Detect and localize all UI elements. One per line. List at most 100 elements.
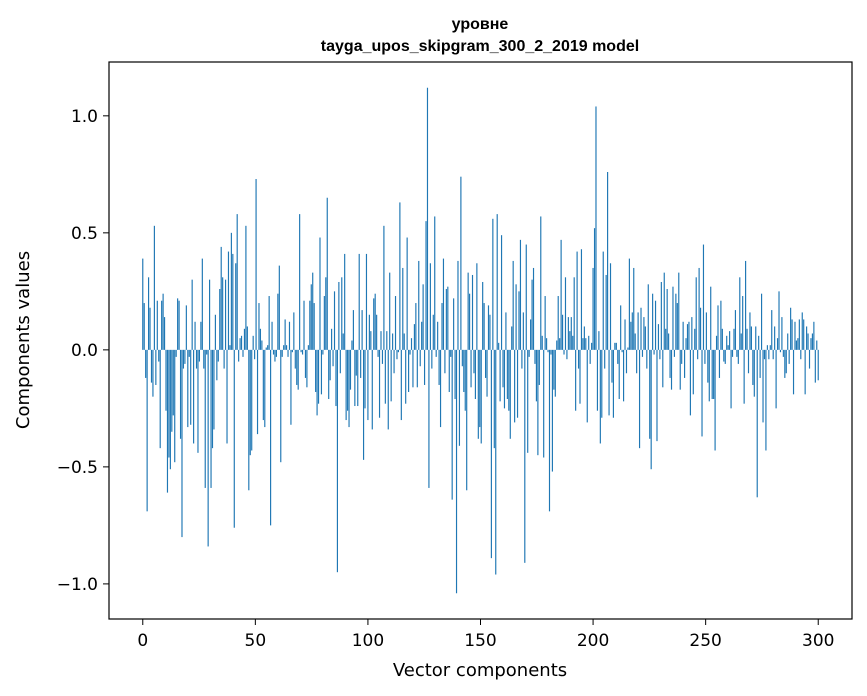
- bar: [640, 307, 642, 350]
- x-tick-label: 250: [689, 631, 721, 651]
- bar: [387, 349, 389, 430]
- bar: [749, 312, 751, 350]
- chart-title-line-1: уровне: [452, 16, 509, 33]
- bar: [596, 349, 599, 411]
- bar: [328, 349, 330, 400]
- bar: [405, 349, 407, 404]
- bar: [518, 291, 520, 350]
- bar: [319, 237, 321, 350]
- bar: [274, 349, 276, 362]
- bar: [278, 265, 280, 350]
- bar: [601, 349, 603, 418]
- bar: [403, 333, 405, 350]
- bar: [206, 349, 208, 355]
- bar: [620, 305, 622, 350]
- bar: [453, 298, 455, 350]
- bar: [227, 251, 230, 350]
- bar: [281, 349, 283, 357]
- bar: [376, 314, 378, 350]
- bar: [380, 331, 382, 350]
- bar: [769, 345, 771, 350]
- bar: [730, 349, 732, 409]
- bar: [763, 349, 766, 360]
- bar: [396, 349, 398, 360]
- bar: [580, 249, 583, 350]
- bar: [153, 225, 155, 350]
- bar: [508, 349, 510, 411]
- bar: [729, 331, 731, 350]
- bar: [734, 310, 737, 350]
- bar: [271, 321, 273, 350]
- bar: [451, 349, 453, 500]
- x-tick-label: 0: [137, 631, 148, 651]
- bar: [755, 326, 757, 350]
- bar: [470, 349, 472, 388]
- bar: [259, 328, 262, 350]
- bar: [778, 291, 780, 350]
- bar: [216, 349, 218, 381]
- bar: [143, 303, 145, 350]
- bar: [287, 349, 289, 357]
- bar: [649, 349, 651, 439]
- bar: [245, 225, 247, 350]
- bar: [585, 338, 587, 350]
- bar: [676, 303, 678, 350]
- bar: [608, 349, 610, 416]
- bar: [159, 349, 161, 449]
- bar: [816, 340, 818, 350]
- bar: [174, 349, 176, 463]
- bar: [479, 349, 481, 428]
- bar: [567, 317, 569, 350]
- bar: [467, 272, 469, 350]
- bar: [374, 293, 376, 350]
- bar: [458, 349, 461, 446]
- bar: [540, 216, 542, 350]
- bar: [152, 349, 154, 397]
- bar: [246, 326, 248, 350]
- bar: [721, 328, 723, 350]
- bar: [768, 349, 770, 360]
- bar: [502, 349, 504, 388]
- bar: [714, 349, 716, 451]
- bar: [548, 349, 551, 512]
- bar: [288, 321, 291, 350]
- bar: [213, 349, 215, 430]
- bar: [389, 272, 391, 350]
- bar: [348, 349, 350, 428]
- bar: [801, 312, 803, 350]
- bar: [335, 349, 337, 407]
- bar: [795, 340, 798, 350]
- bar: [743, 349, 745, 404]
- bar: [506, 349, 508, 400]
- bar: [441, 303, 443, 350]
- bar: [723, 349, 725, 362]
- bar: [538, 349, 540, 385]
- bar: [188, 349, 190, 357]
- bar: [673, 349, 675, 357]
- bar: [499, 349, 501, 402]
- bar: [431, 349, 433, 369]
- bar: [442, 258, 445, 350]
- bar: [303, 300, 305, 350]
- bar: [219, 289, 221, 350]
- bar: [646, 349, 648, 369]
- bar: [224, 279, 227, 350]
- bar: [145, 349, 147, 378]
- bar: [554, 349, 556, 397]
- bar: [240, 335, 243, 350]
- bar: [351, 340, 353, 350]
- bar: [426, 87, 429, 350]
- bar: [598, 331, 600, 350]
- bar: [623, 349, 625, 402]
- bar: [792, 349, 795, 395]
- bar: [383, 225, 385, 350]
- bar: [264, 349, 266, 428]
- bar: [450, 349, 452, 357]
- bar: [482, 281, 484, 350]
- bar: [557, 296, 559, 350]
- bar: [161, 300, 163, 350]
- bar: [146, 349, 148, 512]
- bar: [695, 277, 697, 350]
- bar: [691, 317, 693, 350]
- bar: [617, 349, 619, 364]
